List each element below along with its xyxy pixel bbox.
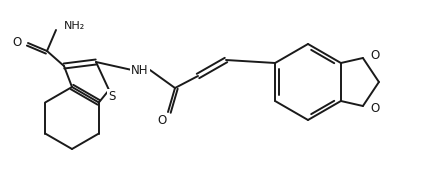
Text: S: S [108, 90, 116, 103]
Text: NH: NH [131, 64, 149, 77]
Text: O: O [157, 114, 166, 127]
Text: O: O [370, 49, 379, 62]
Text: O: O [370, 101, 379, 114]
Text: NH₂: NH₂ [64, 21, 85, 31]
Text: O: O [13, 36, 22, 49]
